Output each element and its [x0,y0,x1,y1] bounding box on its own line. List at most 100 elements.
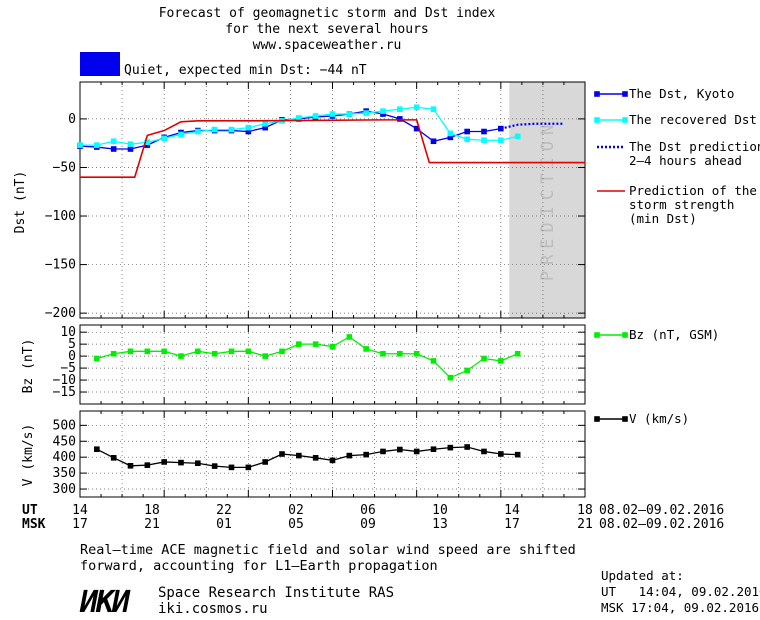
data-point [363,451,369,458]
data-point [380,350,386,357]
prediction-label: PREDICTION [538,119,558,281]
legend-marker [594,117,600,123]
data-point [481,355,487,362]
data-point [211,350,218,357]
x-tick-label-ut: 18 [577,503,593,518]
data-point [447,130,454,137]
data-point [94,142,100,148]
bz-ylabel: Bz (nT) [21,339,36,394]
legend-marker [594,416,600,422]
data-point [296,452,302,459]
status-text: Quiet, expected min Dst: −44 nT [124,63,367,78]
y-tick-label: 500 [53,418,76,433]
institute-website: iki.cosmos.ru [158,601,268,617]
y-tick-label: 0 [68,112,76,127]
data-point [296,115,302,121]
x-tick-label-ut: 22 [216,503,232,518]
data-point [498,358,504,364]
data-point [413,104,420,111]
x-tick-label-msk: 21 [144,517,160,532]
legend-label: The Dst prediction [629,139,760,154]
legend-label: The Dst, Kyoto [629,86,734,101]
x-tick-label-ut: 18 [144,503,160,518]
data-point [329,457,336,464]
data-point [514,133,521,140]
data-point [161,135,167,142]
data-point [110,138,117,145]
data-point [110,146,117,152]
dst-ylabel: Dst (nT) [13,171,28,234]
legend-marker [622,332,628,338]
data-point [110,350,117,357]
legend-label: storm strength [629,197,734,212]
x-tick-label-ut: 10 [432,503,448,518]
data-point [346,452,353,459]
data-point [447,374,454,381]
data-point [262,353,268,359]
data-point [312,113,319,119]
data-point [464,367,470,374]
data-point [161,348,167,355]
data-point [363,346,369,352]
data-point [195,128,201,135]
y-tick-label: 300 [53,482,76,497]
legend-marker [594,332,600,338]
y-tick-label: −50 [53,160,76,175]
x-tick-label-ut: 06 [360,503,376,518]
data-point [481,128,487,135]
data-point [498,137,504,144]
data-point [228,464,235,471]
data-point [514,451,521,458]
y-tick-label: 450 [53,434,76,449]
data-point [94,446,100,453]
data-point [329,343,336,350]
y-tick-label: −200 [45,306,76,321]
data-point [178,131,184,138]
msk-axis-label: MSK [22,517,46,532]
data-point [211,463,218,469]
x-tick-label-msk: 01 [216,517,232,532]
data-point [481,448,487,455]
data-point [279,451,285,457]
data-point [127,141,134,147]
data-point [380,111,386,117]
x-tick-label-msk: 17 [504,517,520,532]
y-tick-label: 350 [53,466,76,481]
data-point [397,350,403,357]
data-point [413,448,420,455]
data-point [413,350,420,357]
data-point [127,348,134,355]
legend-label: Bz (nT, GSM) [629,327,719,342]
legend-label: 2–4 hours ahead [629,153,742,168]
data-point [397,446,403,453]
data-point [94,355,100,362]
series-line-storm-strength [80,119,585,178]
data-point [447,134,454,141]
data-point [329,111,336,117]
data-point [380,448,386,455]
title-line-3: www.spaceweather.ru [253,38,402,53]
data-point [245,348,252,355]
data-point [77,142,83,148]
legend-label: Prediction of the [629,183,757,198]
dst-panel: PREDICTION 0 −50 −100 −150 −200 [45,81,586,321]
data-point [279,348,285,355]
data-point [481,137,487,144]
data-point [245,124,252,131]
data-point [262,120,268,127]
y-tick-label: 10 [60,325,76,340]
iki-logo: ИКИ [79,585,131,620]
footer-note-line-2: forward, accounting for L1–Earth propaga… [80,558,438,574]
institute-name: Space Research Institute RAS [158,585,394,601]
legend-label: V (km/s) [629,411,689,426]
data-point [498,125,504,132]
data-point [245,464,252,471]
speed-ylabel: V (km/s) [21,424,36,487]
x-tick-label-ut: 14 [72,503,88,518]
legend-marker [622,91,628,97]
legend-label: The recovered Dst [629,112,757,127]
data-point [245,128,252,135]
